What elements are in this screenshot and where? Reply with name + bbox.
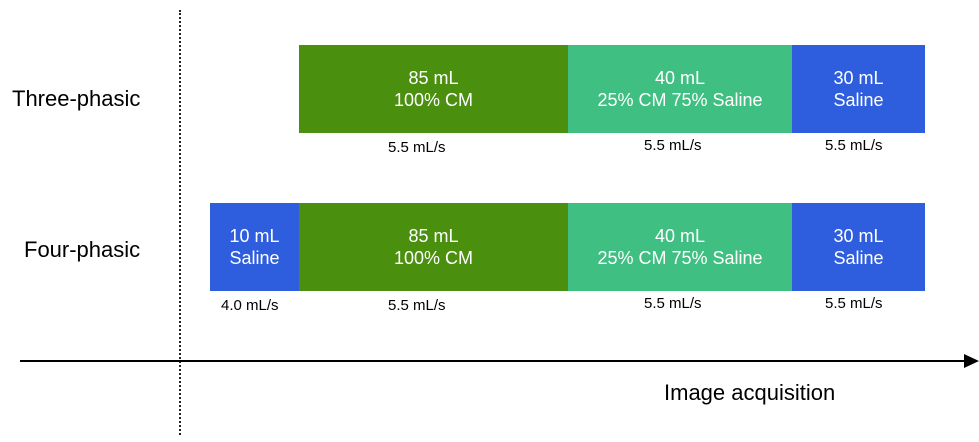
injection-start-divider (179, 10, 181, 435)
three-phasic-rate-contrast-100: 5.5 mL/s (388, 139, 446, 156)
four-phasic-rate-contrast-100: 5.5 mL/s (388, 297, 446, 314)
three-phasic-label: Three-phasic (12, 86, 141, 111)
four-phasic-label: Four-phasic (24, 237, 141, 262)
phase-composition: Saline (833, 248, 884, 268)
arrow-right-icon (964, 354, 979, 368)
three-phasic-phase-contrast-100: 85 mL 100% CM (299, 45, 568, 133)
phase-volume: 85 mL (408, 226, 459, 246)
phase-volume: 30 mL (833, 68, 884, 88)
phase-volume: 30 mL (833, 226, 884, 246)
phase-volume: 40 mL (654, 68, 706, 88)
time-axis-label: Image acquisition (664, 380, 836, 405)
phase-volume: 85 mL (408, 68, 459, 88)
phase-composition: Saline (833, 90, 884, 110)
phase-volume: 10 mL (229, 226, 280, 246)
phase-composition: 100% CM (393, 248, 474, 268)
four-phasic-rate-saline-prime: 4.0 mL/s (221, 297, 279, 314)
three-phasic-rate-contrast-mix: 5.5 mL/s (644, 137, 702, 154)
four-phasic-phase-saline-flush: 30 mL Saline (792, 203, 925, 291)
time-axis-line (20, 360, 968, 362)
phase-composition: 25% CM 75% Saline (597, 248, 763, 268)
four-phasic-rate-saline-flush: 5.5 mL/s (825, 295, 883, 312)
four-phasic-phase-contrast-100: 85 mL 100% CM (299, 203, 568, 291)
phase-composition: 25% CM 75% Saline (597, 90, 763, 110)
phase-composition: Saline (229, 248, 280, 268)
phase-composition: 100% CM (393, 90, 474, 110)
three-phasic-phase-saline-flush: 30 mL Saline (792, 45, 925, 133)
four-phasic-phase-contrast-mix: 40 mL 25% CM 75% Saline (568, 203, 792, 291)
four-phasic-phase-saline-prime: 10 mL Saline (210, 203, 299, 291)
four-phasic-rate-contrast-mix: 5.5 mL/s (644, 295, 702, 312)
phase-volume: 40 mL (654, 226, 706, 246)
three-phasic-phase-contrast-mix: 40 mL 25% CM 75% Saline (568, 45, 792, 133)
three-phasic-rate-saline-flush: 5.5 mL/s (825, 137, 883, 154)
